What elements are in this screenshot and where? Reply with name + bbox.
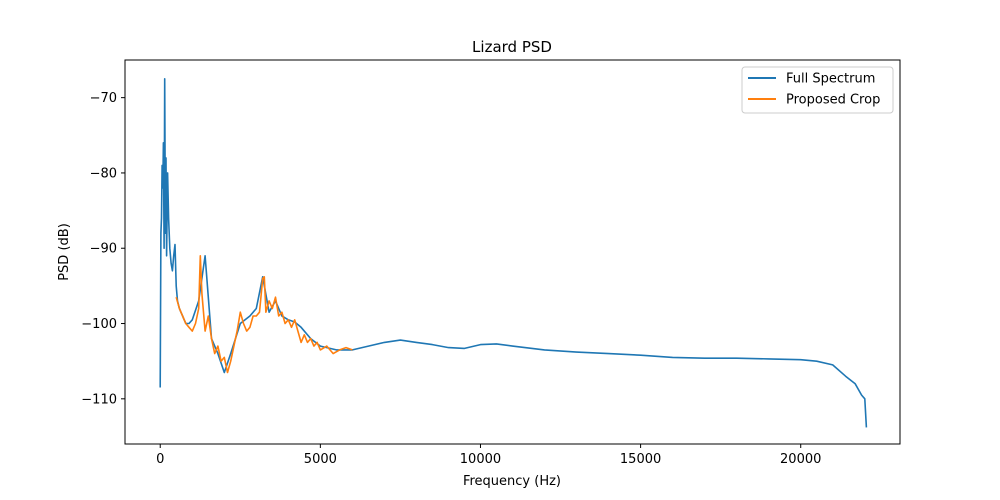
plot-frame [124, 59, 901, 445]
x-tick-label: 10000 [460, 452, 501, 467]
x-axis-label: Frequency (Hz) [463, 474, 561, 489]
y-tick-label: −100 [81, 317, 117, 332]
legend-label-proposed-crop: Proposed Crop [786, 93, 880, 108]
y-axis: −70 −80 −90 −100 −110 [81, 91, 125, 407]
series-line-proposed-crop [175, 255, 353, 374]
x-axis: 0 5000 10000 15000 20000 [156, 444, 821, 467]
y-axis-label: PSD (dB) [57, 223, 72, 281]
y-tick-label: −90 [90, 242, 117, 257]
legend-label-full-spectrum: Full Spectrum [786, 72, 875, 87]
x-tick-label: 0 [156, 452, 164, 467]
x-tick-label: 20000 [780, 452, 821, 467]
chart-title: Lizard PSD [472, 38, 552, 56]
series-layer [159, 78, 868, 428]
x-tick-label: 15000 [620, 452, 661, 467]
y-tick-label: −70 [90, 91, 117, 106]
series-line-full-spectrum [159, 78, 868, 428]
y-tick-label: −110 [81, 392, 117, 407]
legend: Full Spectrum Proposed Crop [741, 66, 894, 114]
x-tick-label: 5000 [304, 452, 337, 467]
legend-box [741, 66, 894, 114]
y-tick-label: −80 [90, 166, 117, 181]
